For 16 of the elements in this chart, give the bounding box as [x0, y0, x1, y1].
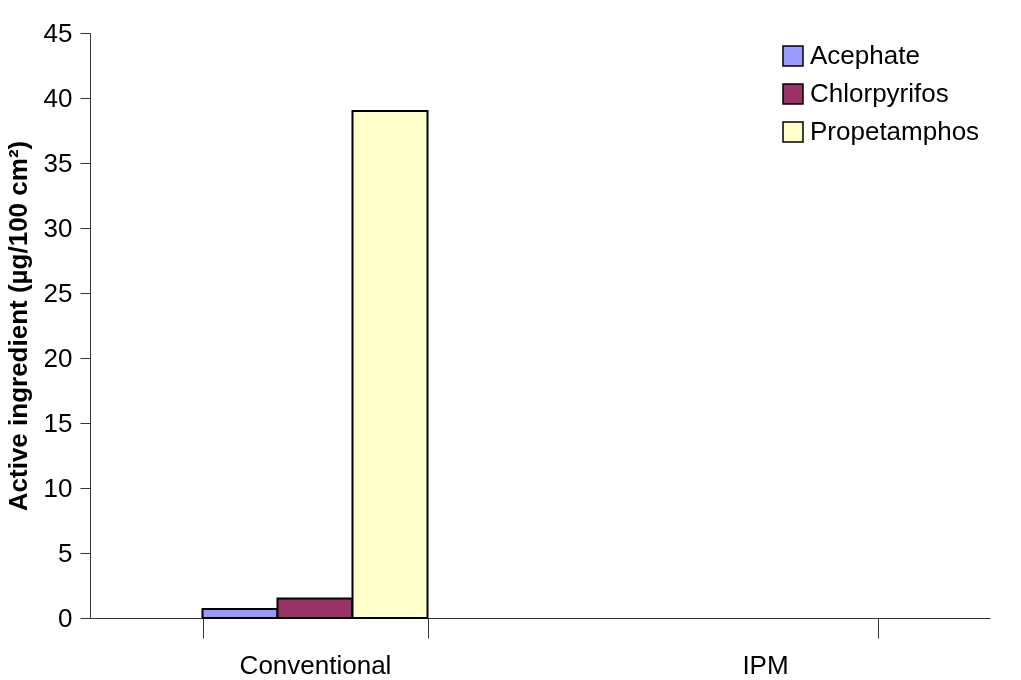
y-tick-label: 30: [43, 212, 73, 243]
y-tick-label: 20: [43, 342, 73, 373]
x-tick-label: Conventional: [239, 649, 392, 680]
y-tick-label: 35: [43, 147, 73, 178]
legend-label: Propetamphos: [810, 116, 980, 146]
y-tick-label: 45: [43, 17, 73, 48]
legend-label: Acephate: [810, 40, 920, 70]
y-axis-title: Active ingredient (µg/100 cm²): [2, 140, 33, 512]
y-tick-label: 25: [43, 277, 73, 308]
legend-label: Chlorpyrifos: [810, 78, 949, 108]
y-tick-label: 10: [43, 472, 73, 503]
y-tick-label: 40: [43, 82, 73, 113]
y-tick-label: 0: [58, 602, 73, 633]
y-tick-label: 15: [43, 407, 73, 438]
x-tick-label: IPM: [742, 649, 789, 680]
y-tick-label: 5: [58, 537, 73, 568]
